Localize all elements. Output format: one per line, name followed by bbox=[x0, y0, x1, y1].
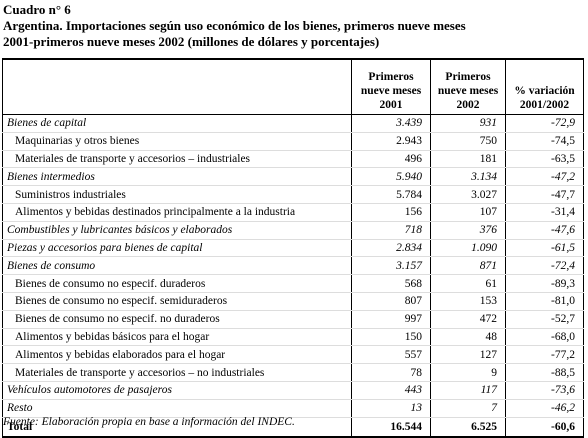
table-row: Vehículos automotores de pasajeros 443 117… bbox=[2, 381, 584, 400]
value-cell: 871 bbox=[430, 256, 506, 276]
value-cell: 750 bbox=[430, 132, 506, 151]
value-cell: 443 bbox=[351, 381, 431, 400]
row-label: Suministros industriales bbox=[2, 185, 352, 204]
value-cell: 127 bbox=[430, 345, 506, 365]
table-row: Materiales de transporte y accesorios – … bbox=[2, 363, 584, 382]
column-header: Primeros nueve meses 2001 bbox=[351, 58, 431, 115]
value-cell: -31,4 bbox=[505, 203, 584, 222]
value-cell: -47,2 bbox=[505, 167, 584, 187]
row-label: Materiales de transporte y accesorios – … bbox=[2, 363, 352, 382]
row-label: Materiales de transporte y accesorios – … bbox=[2, 150, 352, 169]
row-label: Alimentos y bebidas elaborados para el h… bbox=[2, 345, 352, 365]
value-cell: -47,6 bbox=[505, 221, 584, 240]
value-cell: -81,0 bbox=[505, 292, 584, 311]
value-cell: 997 bbox=[351, 310, 431, 329]
header-row: Primeros nueve meses 2001 Primeros nueve… bbox=[2, 58, 584, 115]
title: Argentina. Importaciones según uso econó… bbox=[3, 18, 466, 33]
value-cell: 931 bbox=[430, 114, 506, 133]
value-cell: 376 bbox=[430, 221, 506, 240]
value-cell: 117 bbox=[430, 381, 506, 400]
value-cell: 5.940 bbox=[351, 167, 431, 187]
value-cell: -72,4 bbox=[505, 256, 584, 276]
value-cell: 107 bbox=[430, 203, 506, 222]
row-label: Alimentos y bebidas básicos para el hoga… bbox=[2, 328, 352, 347]
table-row: Alimentos y bebidas básicos para el hoga… bbox=[2, 328, 584, 347]
row-label: Piezas y accesorios para bienes de capit… bbox=[2, 239, 352, 258]
title: 2001-primeros nueve meses 2002 (millones… bbox=[3, 34, 380, 49]
value-cell: 181 bbox=[430, 150, 506, 169]
row-label: Bienes de consumo no especif. no durader… bbox=[2, 310, 352, 329]
column-header bbox=[2, 58, 352, 115]
table-row: Alimentos y bebidas destinados principal… bbox=[2, 203, 584, 222]
table-row: Suministros industriales 5.784 3.027 -47,7 bbox=[2, 185, 584, 204]
value-cell: 9 bbox=[430, 363, 506, 382]
row-label: Bienes de consumo no especif. semidurade… bbox=[2, 292, 352, 311]
row-label: Vehículos automotores de pasajeros bbox=[2, 381, 352, 400]
table-row: Bienes intermedios 5.940 3.134 -47,2 bbox=[2, 167, 584, 187]
value-cell: -77,2 bbox=[505, 345, 584, 365]
table-row: Materiales de transporte y accesorios – … bbox=[2, 150, 584, 169]
value-cell: 13 bbox=[351, 399, 431, 418]
table-row: Combustibles y lubricantes básicos y ela… bbox=[2, 221, 584, 240]
value-cell: -46,2 bbox=[505, 399, 584, 418]
value-cell: -68,0 bbox=[505, 328, 584, 347]
value-cell: -74,5 bbox=[505, 132, 584, 151]
value-cell: 807 bbox=[351, 292, 431, 311]
row-label: Resto bbox=[2, 399, 352, 418]
value-cell: -72,9 bbox=[505, 114, 584, 133]
row-label: Bienes intermedios bbox=[2, 167, 352, 187]
row-label: Bienes de consumo bbox=[2, 256, 352, 276]
value-cell: 78 bbox=[351, 363, 431, 382]
table-row: Maquinarias y otros bienes 2.943 750 -74,5 bbox=[2, 132, 584, 151]
value-cell: 718 bbox=[351, 221, 431, 240]
row-label: Bienes de capital bbox=[2, 114, 352, 133]
value-cell: -89,3 bbox=[505, 274, 584, 293]
value-cell: 7 bbox=[430, 399, 506, 418]
value-cell: 3.439 bbox=[351, 114, 431, 133]
value-cell: 156 bbox=[351, 203, 431, 222]
value-cell: 5.784 bbox=[351, 185, 431, 204]
table-row: Piezas y accesorios para bienes de capit… bbox=[2, 239, 584, 258]
value-cell: 1.090 bbox=[430, 239, 506, 258]
value-cell: -73,6 bbox=[505, 381, 584, 400]
table-row: Bienes de consumo no especif. duraderos 5… bbox=[2, 274, 584, 293]
value-cell: 3.157 bbox=[351, 256, 431, 276]
table-row: Bienes de capital 3.439 931 -72,9 bbox=[2, 114, 584, 133]
table-row: Bienes de consumo no especif. semidurade… bbox=[2, 292, 584, 311]
value-cell: 6.525 bbox=[430, 416, 506, 438]
row-label: Combustibles y lubricantes básicos y ela… bbox=[2, 221, 352, 240]
column-header: Primeros nueve meses 2002 bbox=[430, 58, 506, 115]
row-label: Alimentos y bebidas destinados principal… bbox=[2, 203, 352, 222]
value-cell: 150 bbox=[351, 328, 431, 347]
value-cell: 153 bbox=[430, 292, 506, 311]
value-cell: 48 bbox=[430, 328, 506, 347]
table-row: Bienes de consumo no especif. no durader… bbox=[2, 310, 584, 329]
value-cell: -52,7 bbox=[505, 310, 584, 329]
source-note: Fuente: Elaboración propia en base a inf… bbox=[3, 416, 295, 428]
row-label: Bienes de consumo no especif. duraderos bbox=[2, 274, 352, 293]
table-label: Cuadro n° 6 bbox=[3, 2, 71, 17]
value-cell: 61 bbox=[430, 274, 506, 293]
value-cell: 3.134 bbox=[430, 167, 506, 187]
column-header: % variación 2001/2002 bbox=[505, 58, 584, 115]
row-label: Maquinarias y otros bienes bbox=[2, 132, 352, 151]
value-cell: 568 bbox=[351, 274, 431, 293]
value-cell: 496 bbox=[351, 150, 431, 169]
value-cell: -60,6 bbox=[505, 416, 584, 438]
value-cell: 2.834 bbox=[351, 239, 431, 258]
table-row: Bienes de consumo 3.157 871 -72,4 bbox=[2, 256, 584, 276]
value-cell: 16.544 bbox=[351, 416, 431, 438]
value-cell: 557 bbox=[351, 345, 431, 365]
value-cell: -47,7 bbox=[505, 185, 584, 204]
value-cell: 3.027 bbox=[430, 185, 506, 204]
value-cell: -88,5 bbox=[505, 363, 584, 382]
table-row: Alimentos y bebidas elaborados para el h… bbox=[2, 345, 584, 365]
value-cell: 472 bbox=[430, 310, 506, 329]
value-cell: 2.943 bbox=[351, 132, 431, 151]
value-cell: -63,5 bbox=[505, 150, 584, 169]
table-row: Resto 13 7 -46,2 bbox=[2, 399, 584, 418]
value-cell: -61,5 bbox=[505, 239, 584, 258]
data-table: Primeros nueve meses 2001 Primeros nueve… bbox=[2, 58, 584, 438]
